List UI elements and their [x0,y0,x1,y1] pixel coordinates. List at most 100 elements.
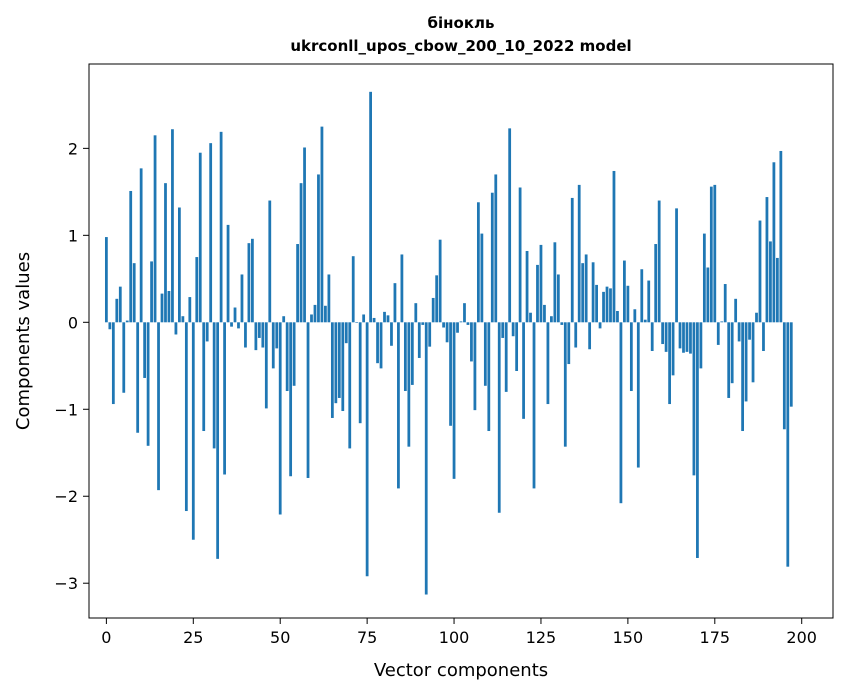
bar-2 [111,322,115,405]
bar-132 [563,322,567,447]
bar-81 [386,315,390,323]
bar-113 [497,322,501,513]
bar-106 [473,322,477,411]
bar-14 [153,135,157,323]
bar-51 [282,316,286,323]
bar-147 [616,311,619,323]
bar-25 [191,322,195,540]
bar-135 [574,322,578,348]
bar-16 [160,293,164,323]
bar-109 [483,322,487,386]
bar-107 [476,202,480,323]
bar-46 [264,322,268,409]
bar-18 [167,290,171,323]
bar-111 [490,192,494,323]
bar-126 [543,304,546,323]
bar-168 [689,322,692,354]
bar-23 [184,322,188,512]
bar-67 [337,322,341,398]
bar-167 [685,322,689,352]
bar-44 [257,322,261,338]
bar-5 [122,322,126,393]
bar-114 [501,322,505,338]
bar-75 [365,322,369,577]
bar-186 [751,322,755,383]
bar-98 [445,322,449,343]
bar-112 [494,174,498,323]
bar-9 [136,322,140,433]
bar-197 [789,322,793,407]
bar-8 [132,263,136,323]
y-tick-label: −1 [54,400,78,419]
bar-108 [480,233,484,323]
bar-4 [118,286,122,323]
bar-95 [435,275,439,323]
bar-121 [525,250,529,323]
bar-78 [376,322,379,364]
bar-123 [532,322,536,489]
bar-29 [205,322,209,342]
x-tick-label: 200 [786,628,817,647]
bar-47 [268,200,272,323]
bar-22 [181,316,185,323]
bar-139 [588,322,592,350]
bar-79 [379,322,383,369]
bar-110 [487,322,491,432]
bar-52 [285,322,289,392]
bar-136 [577,184,581,323]
bar-120 [522,322,525,419]
bar-117 [511,322,515,337]
ticks-layer: 0 25 50 75 100 125 150 175 200 −3 −2 −1 0 1 2 [54,139,817,647]
bar-72 [355,322,359,323]
bar-66 [334,322,338,404]
bar-62 [320,126,324,323]
bar-24 [188,297,192,323]
bar-195 [782,322,786,430]
bar-170 [696,322,699,558]
bar-10 [139,168,143,323]
bar-127 [546,322,550,405]
bar-125 [539,244,543,323]
bar-171 [699,322,703,369]
bar-115 [504,322,508,392]
bar-68 [341,322,345,412]
bar-87 [407,322,411,447]
x-tick-label: 25 [183,628,203,647]
bar-54 [292,322,296,386]
bar-192 [772,162,776,323]
bar-188 [758,220,762,323]
bar-183 [741,322,744,432]
bar-7 [129,190,133,323]
bar-89 [414,303,418,323]
x-tick-label: 75 [357,628,377,647]
bar-165 [678,322,682,349]
bar-26 [195,257,199,323]
bar-49 [275,322,279,349]
bar-43 [254,322,258,351]
bar-60 [313,304,317,323]
bar-90 [417,322,421,358]
y-tick-label: −2 [54,487,78,506]
bar-140 [591,262,595,323]
bar-153 [636,322,640,468]
bar-150 [626,285,630,323]
bar-151 [629,322,633,392]
bar-105 [470,322,473,362]
bar-145 [609,288,612,323]
bar-119 [518,187,522,323]
bar-99 [449,322,452,426]
bar-166 [682,322,685,353]
bar-58 [306,322,310,478]
bar-38 [237,322,240,329]
x-tick-label: 125 [526,628,557,647]
bar-71 [351,256,355,323]
bar-101 [456,322,459,333]
plot-frame [88,63,834,619]
bar-154 [640,269,644,323]
bar-161 [664,322,668,352]
bar-35 [226,224,230,323]
bar-28 [202,322,206,432]
bar-137 [581,263,585,323]
